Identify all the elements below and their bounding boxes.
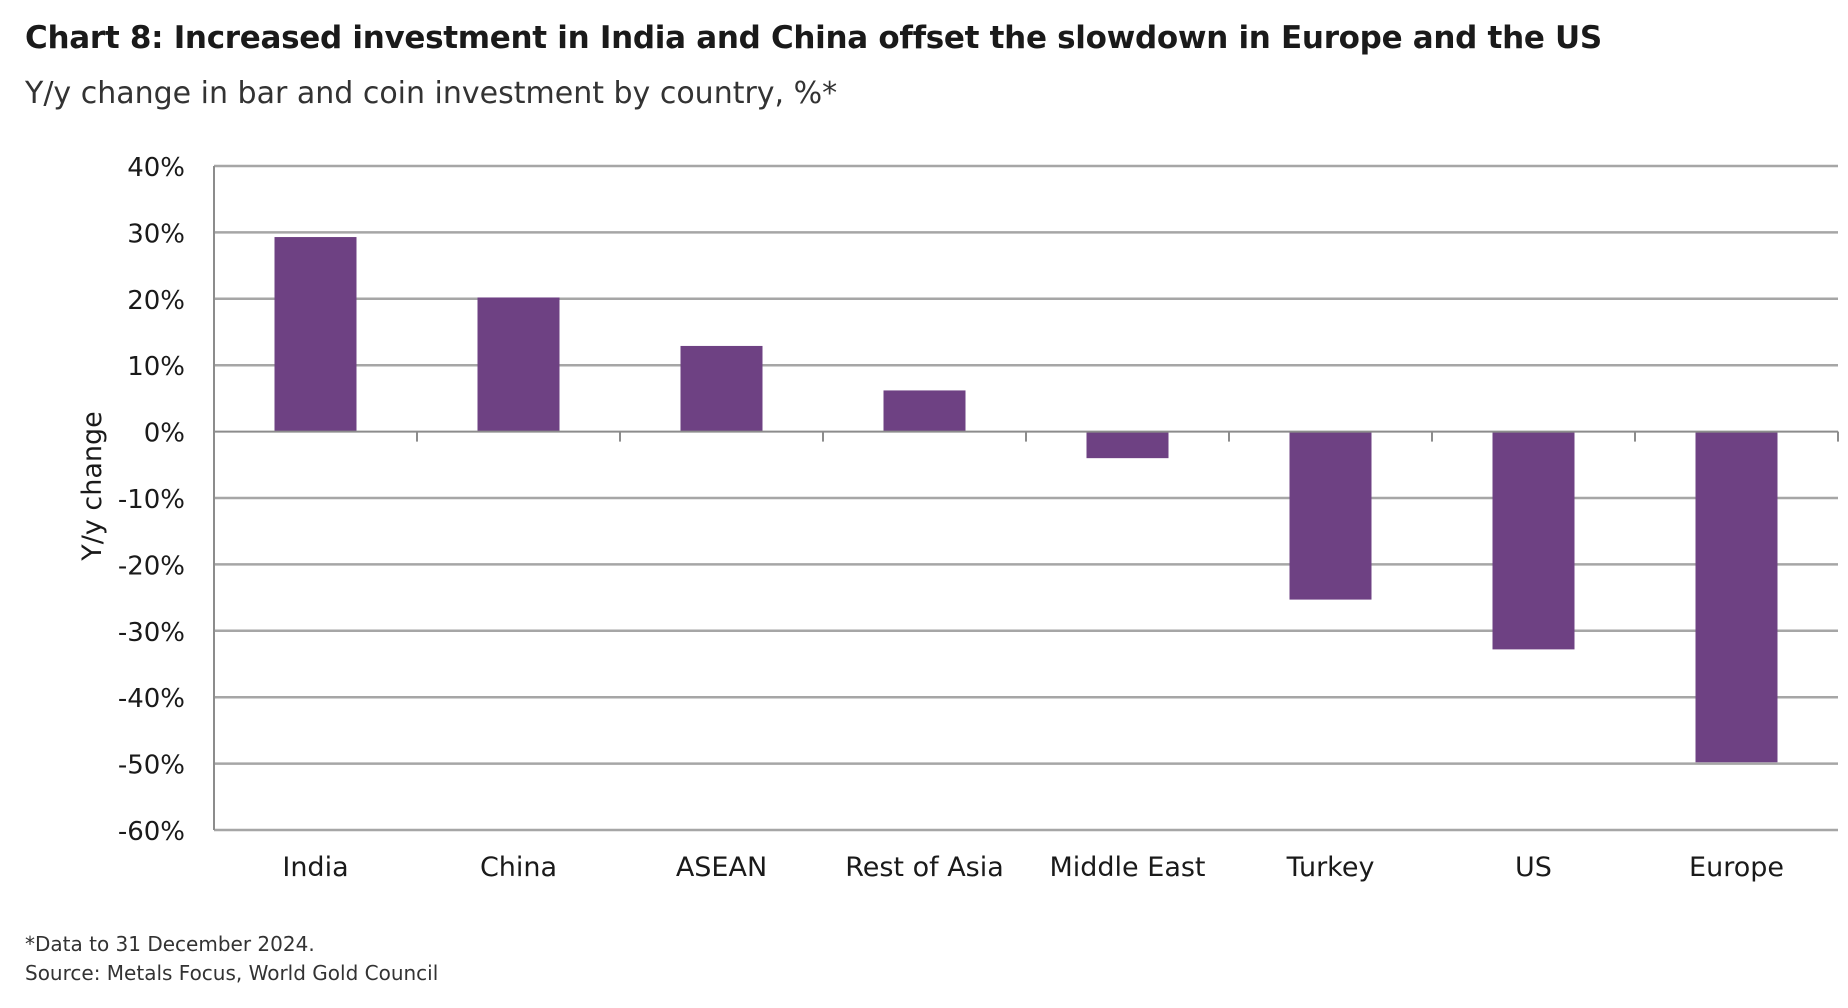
axis-labels: 40% 30% 20% 10% 0% -10% -20% -30% -40% -50% -60% In… — [77, 153, 1784, 883]
y-axis-title: Y/y change — [77, 411, 108, 562]
y-tick-label: -50% — [118, 751, 185, 781]
y-tick-label: 10% — [127, 352, 185, 382]
bar-china — [477, 297, 560, 432]
bar-india — [274, 237, 357, 432]
y-tick-label: -30% — [118, 618, 185, 648]
source-note: Source: Metals Focus, World Gold Council — [25, 961, 439, 985]
bar-us — [1492, 431, 1575, 650]
gridlines — [214, 164, 1838, 832]
y-tick-label: 30% — [127, 219, 185, 249]
y-tick-label: 40% — [127, 153, 185, 183]
category-label: Rest of Asia — [845, 852, 1004, 883]
y-tick-label: 0% — [144, 419, 185, 449]
category-label: Turkey — [1286, 852, 1375, 883]
axes — [213, 166, 1839, 830]
category-label: Middle East — [1049, 852, 1205, 883]
y-tick-label: -60% — [118, 817, 185, 847]
y-tick-label: -10% — [118, 485, 185, 515]
category-label: ASEAN — [676, 852, 767, 883]
y-tick-label: -40% — [118, 684, 185, 714]
y-tick-label: 20% — [127, 286, 185, 316]
y-tick-label: -20% — [118, 551, 185, 581]
bar-turkey — [1289, 431, 1372, 600]
bar-europe — [1695, 431, 1778, 763]
data-note: *Data to 31 December 2024. — [25, 932, 315, 956]
bar-rest-of-asia — [883, 390, 966, 432]
bars — [274, 237, 1778, 763]
category-label: Europe — [1689, 852, 1784, 883]
chart-subtitle: Y/y change in bar and coin investment by… — [25, 76, 838, 111]
category-label: India — [282, 852, 348, 883]
bar-asean — [680, 345, 763, 432]
category-label: US — [1515, 852, 1552, 883]
bar-middle-east — [1086, 431, 1169, 459]
category-label: China — [480, 852, 557, 883]
chart-title: Chart 8: Increased investment in India a… — [25, 20, 1602, 56]
